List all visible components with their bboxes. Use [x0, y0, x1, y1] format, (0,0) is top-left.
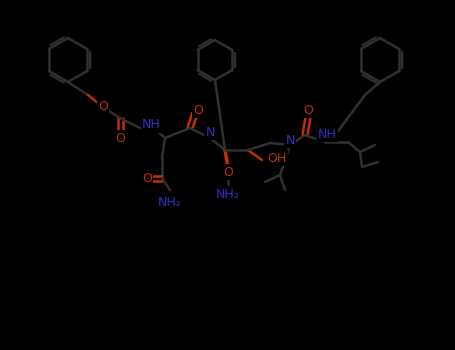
Text: O: O	[193, 104, 203, 117]
Text: N: N	[285, 133, 295, 147]
Text: O: O	[142, 172, 152, 184]
Text: O: O	[223, 166, 233, 178]
Text: O: O	[115, 132, 125, 145]
Text: NH: NH	[318, 127, 336, 140]
Text: O: O	[98, 100, 108, 113]
Text: N: N	[205, 126, 215, 139]
Text: O: O	[303, 104, 313, 117]
Text: NH: NH	[142, 119, 161, 132]
Text: OH: OH	[267, 152, 286, 164]
Text: NH₂: NH₂	[216, 188, 240, 201]
Text: NH₂: NH₂	[158, 196, 182, 210]
